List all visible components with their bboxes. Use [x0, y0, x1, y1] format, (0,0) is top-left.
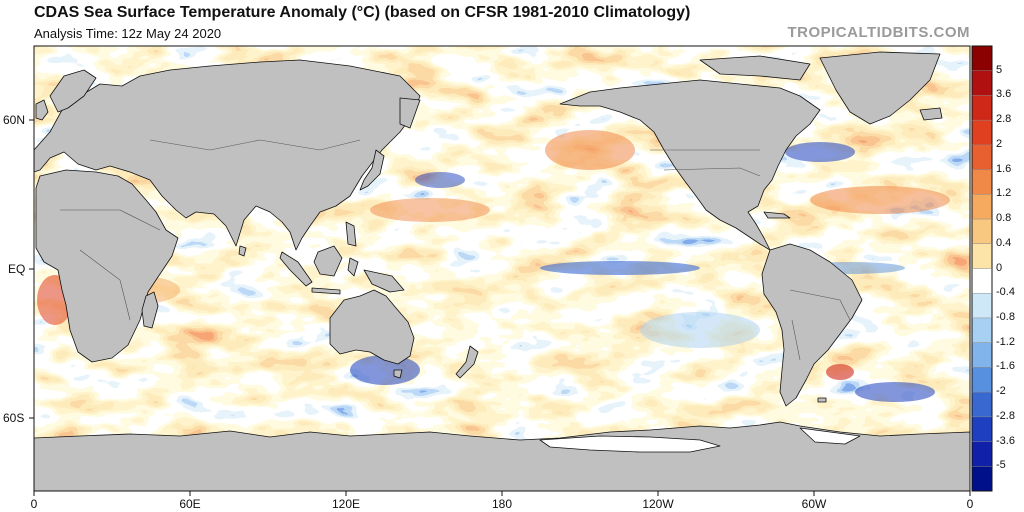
lon-label-60e: 60E: [179, 497, 201, 511]
border-line: [663, 167, 761, 177]
java: [311, 287, 341, 295]
colorbar-segment: [972, 46, 992, 72]
cool-anomaly-south-pacific: [640, 312, 760, 348]
colorbar-segment: [972, 219, 992, 245]
colorbar-segment: [972, 441, 992, 467]
cold-anomaly-kuroshio: [415, 172, 465, 188]
new-zealand: [455, 345, 479, 379]
new-guinea: [363, 269, 405, 293]
south-america: [761, 243, 863, 407]
lon-label-120e: 120E: [331, 497, 361, 511]
colorbar-label: 0: [996, 261, 1003, 274]
border-line: [60, 209, 161, 231]
lon-label-180: 180: [491, 497, 513, 511]
scandinavia: [49, 69, 97, 113]
colorbar-label: -0.4: [996, 286, 1015, 299]
sulawesi: [347, 257, 359, 277]
borneo: [313, 245, 343, 277]
greenland: [819, 51, 941, 125]
colorbar-label: 0.4: [996, 236, 1012, 249]
weddell-ice-shelf: [799, 427, 861, 445]
lon-label-120w: 120W: [642, 497, 674, 511]
colorbar-segment: [972, 194, 992, 220]
lat-label-eq: EQ: [8, 262, 26, 276]
british-isles: [35, 99, 49, 121]
border-line: [149, 139, 361, 151]
colorbar-segment: [972, 95, 992, 121]
north-america: [559, 79, 821, 251]
warm-anomaly-north-atlantic: [810, 186, 950, 214]
colorbar-segment: [972, 120, 992, 146]
colorbar-label: -2.8: [996, 409, 1015, 422]
colorbar-segment: [972, 466, 992, 492]
cold-tongue-equatorial-pacific: [540, 261, 700, 275]
colorbar-label: 0.8: [996, 212, 1012, 225]
colorbar-label: -3.6: [996, 434, 1015, 447]
antarctica: [34, 421, 970, 491]
colorbar-segment: [972, 268, 992, 294]
colorbar-label: 1.2: [996, 187, 1012, 200]
axis-ticks: [29, 119, 971, 496]
colorbar-segment: [972, 342, 992, 368]
lat-label-60s: 60S: [3, 411, 25, 425]
colorbar-segment: [972, 144, 992, 171]
colorbar-label: 2: [996, 137, 1003, 150]
colorbar-label: -2: [996, 385, 1006, 398]
colorbar: [971, 45, 993, 492]
warm-anomaly-north-pacific: [545, 130, 635, 170]
lon-label-0-east: 0: [966, 497, 974, 511]
warm-anomaly-argentina-shelf: [826, 364, 854, 380]
colorbar-label: 2.8: [996, 113, 1012, 126]
anomaly-features: [37, 130, 950, 402]
colorbar-segment: [972, 367, 992, 393]
border-line: [789, 289, 851, 321]
colorbar-label: 1.6: [996, 162, 1012, 175]
site-watermark: TROPICALTIDBITS.COM: [787, 24, 970, 41]
falkland-islands: [817, 397, 827, 403]
colorbar-segment: [972, 169, 992, 195]
australia: [329, 289, 415, 365]
madagascar: [141, 291, 159, 329]
japan: [359, 149, 385, 191]
colorbar-segment: [972, 243, 992, 269]
sumatra: [279, 251, 313, 287]
colorbar-label: 5: [996, 63, 1003, 76]
analysis-time: Analysis Time: 12z May 24 2020: [34, 26, 222, 41]
colorbar-label: 3.6: [996, 88, 1012, 101]
eurasia: [34, 59, 421, 251]
country-borders: [60, 139, 851, 361]
cold-anomaly-south-of-australia: [350, 355, 420, 385]
ross-ice-shelf: [539, 435, 721, 453]
colorbar-label: -0.8: [996, 310, 1015, 323]
warm-anomaly-west-pacific: [370, 198, 490, 222]
cold-anomaly-gulf-stream: [785, 142, 855, 162]
africa: [35, 169, 179, 363]
colorbar-segment: [972, 293, 992, 319]
tasmania: [393, 369, 403, 379]
colorbar-label: -5: [996, 459, 1006, 472]
map-title: CDAS Sea Surface Temperature Anomaly (°C…: [34, 4, 691, 21]
lon-label-60w: 60W: [801, 497, 827, 511]
iceland: [919, 107, 943, 121]
cold-anomaly-south-atlantic: [855, 382, 935, 402]
colorbar-label: -1.2: [996, 335, 1015, 348]
canadian-arctic-islands: [699, 55, 811, 81]
colorbar-segment: [972, 70, 992, 96]
border-line: [791, 319, 801, 361]
philippines: [345, 221, 357, 247]
sri-lanka: [238, 245, 247, 257]
cuba: [763, 211, 791, 219]
colorbar-label: -1.6: [996, 360, 1015, 373]
kamchatka: [399, 97, 421, 129]
colorbar-segment: [972, 392, 992, 418]
lat-label-60n: 60N: [3, 113, 26, 127]
lon-label-0: 0: [30, 497, 38, 511]
land-masses: [34, 51, 970, 491]
colorbar-segment: [972, 416, 992, 443]
border-line: [79, 249, 131, 321]
colorbar-segment: [972, 317, 992, 344]
